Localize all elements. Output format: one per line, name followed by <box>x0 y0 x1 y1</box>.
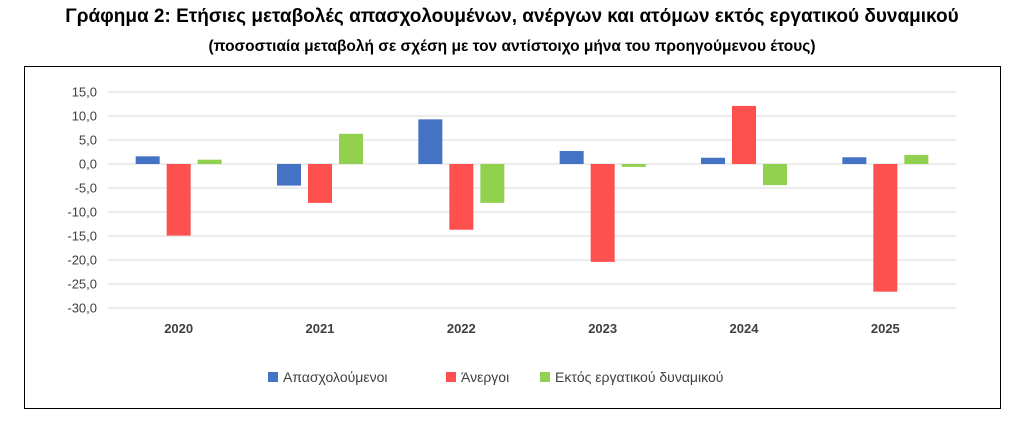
y-tick-label: 5,0 <box>79 133 97 148</box>
y-tick-label: -5,0 <box>75 181 97 196</box>
bar <box>701 157 725 164</box>
bar <box>732 105 756 164</box>
bar <box>904 154 929 164</box>
legend: Απασχολούμενοι Άνεργοι Εκτός εργατικού δυν… <box>268 369 723 385</box>
y-tick-label: 0,0 <box>79 157 97 172</box>
bar <box>873 164 898 292</box>
x-tick-label: 2023 <box>588 321 617 336</box>
bar <box>418 119 443 164</box>
bar <box>621 164 646 167</box>
legend-label: Άνεργοι <box>461 369 509 385</box>
legend-swatch <box>268 372 278 382</box>
bar <box>763 164 787 186</box>
x-tick-label: 2022 <box>447 321 476 336</box>
y-axis-tick-labels: 15,0 10,0 5,0 0,0 -5,0 -10,0 -15,0 -20,0 -25,0 -3… <box>67 85 97 316</box>
legend-label: Εκτός εργατικού δυναμικού <box>555 369 723 385</box>
bar <box>339 133 363 164</box>
bars <box>135 105 929 292</box>
bar <box>559 151 584 164</box>
chart-frame <box>24 66 1001 409</box>
x-tick-label: 2025 <box>871 321 900 336</box>
bar <box>166 164 191 236</box>
bar <box>590 164 615 262</box>
x-tick-label: 2021 <box>306 321 335 336</box>
gridlines <box>108 91 956 309</box>
bar <box>277 164 301 186</box>
x-tick-label: 2020 <box>164 321 193 336</box>
bar <box>197 159 222 164</box>
x-axis-tick-labels: 2020 2021 2022 2023 2024 2025 <box>164 321 900 336</box>
bar <box>449 164 474 230</box>
bar <box>135 156 160 164</box>
bar <box>308 164 332 203</box>
bar <box>480 164 505 203</box>
y-tick-label: -25,0 <box>67 277 97 292</box>
y-tick-label: 15,0 <box>72 85 97 100</box>
x-tick-label: 2024 <box>730 321 760 336</box>
y-tick-label: -10,0 <box>67 205 97 220</box>
chart-title: Γράφημα 2: Ετήσιες μεταβολές απασχολουμέ… <box>65 6 959 27</box>
y-tick-label: -20,0 <box>67 253 97 268</box>
legend-label: Απασχολούμενοι <box>283 369 387 385</box>
legend-swatch <box>446 372 456 382</box>
chart-subtitle: (ποσοστιαία μεταβολή σε σχέση με τον αντ… <box>208 38 816 55</box>
y-tick-label: -15,0 <box>67 229 97 244</box>
bar <box>842 157 867 164</box>
y-tick-label: -30,0 <box>67 301 97 316</box>
y-tick-label: 10,0 <box>72 109 97 124</box>
legend-swatch <box>540 372 550 382</box>
